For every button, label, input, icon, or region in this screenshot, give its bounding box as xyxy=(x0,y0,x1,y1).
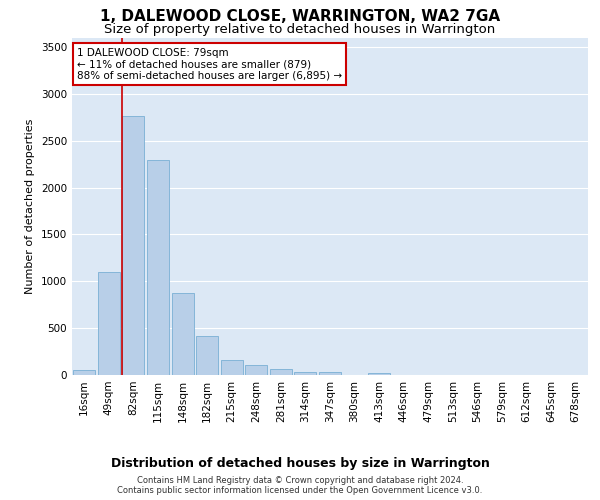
Text: Distribution of detached houses by size in Warrington: Distribution of detached houses by size … xyxy=(110,458,490,470)
Bar xyxy=(245,365,268,375)
Text: 1 DALEWOOD CLOSE: 79sqm
← 11% of detached houses are smaller (879)
88% of semi-d: 1 DALEWOOD CLOSE: 79sqm ← 11% of detache… xyxy=(77,48,342,81)
Bar xyxy=(270,370,292,375)
Bar xyxy=(73,370,95,375)
Bar xyxy=(221,360,243,375)
Bar xyxy=(319,372,341,375)
Y-axis label: Number of detached properties: Number of detached properties xyxy=(25,118,35,294)
Bar xyxy=(368,372,390,375)
Text: Contains HM Land Registry data © Crown copyright and database right 2024.
Contai: Contains HM Land Registry data © Crown c… xyxy=(118,476,482,495)
Bar xyxy=(295,372,316,375)
Bar xyxy=(122,116,145,375)
Bar xyxy=(172,292,194,375)
Bar xyxy=(196,336,218,375)
Bar xyxy=(98,272,120,375)
Text: Size of property relative to detached houses in Warrington: Size of property relative to detached ho… xyxy=(104,22,496,36)
Text: 1, DALEWOOD CLOSE, WARRINGTON, WA2 7GA: 1, DALEWOOD CLOSE, WARRINGTON, WA2 7GA xyxy=(100,9,500,24)
Bar xyxy=(147,160,169,375)
